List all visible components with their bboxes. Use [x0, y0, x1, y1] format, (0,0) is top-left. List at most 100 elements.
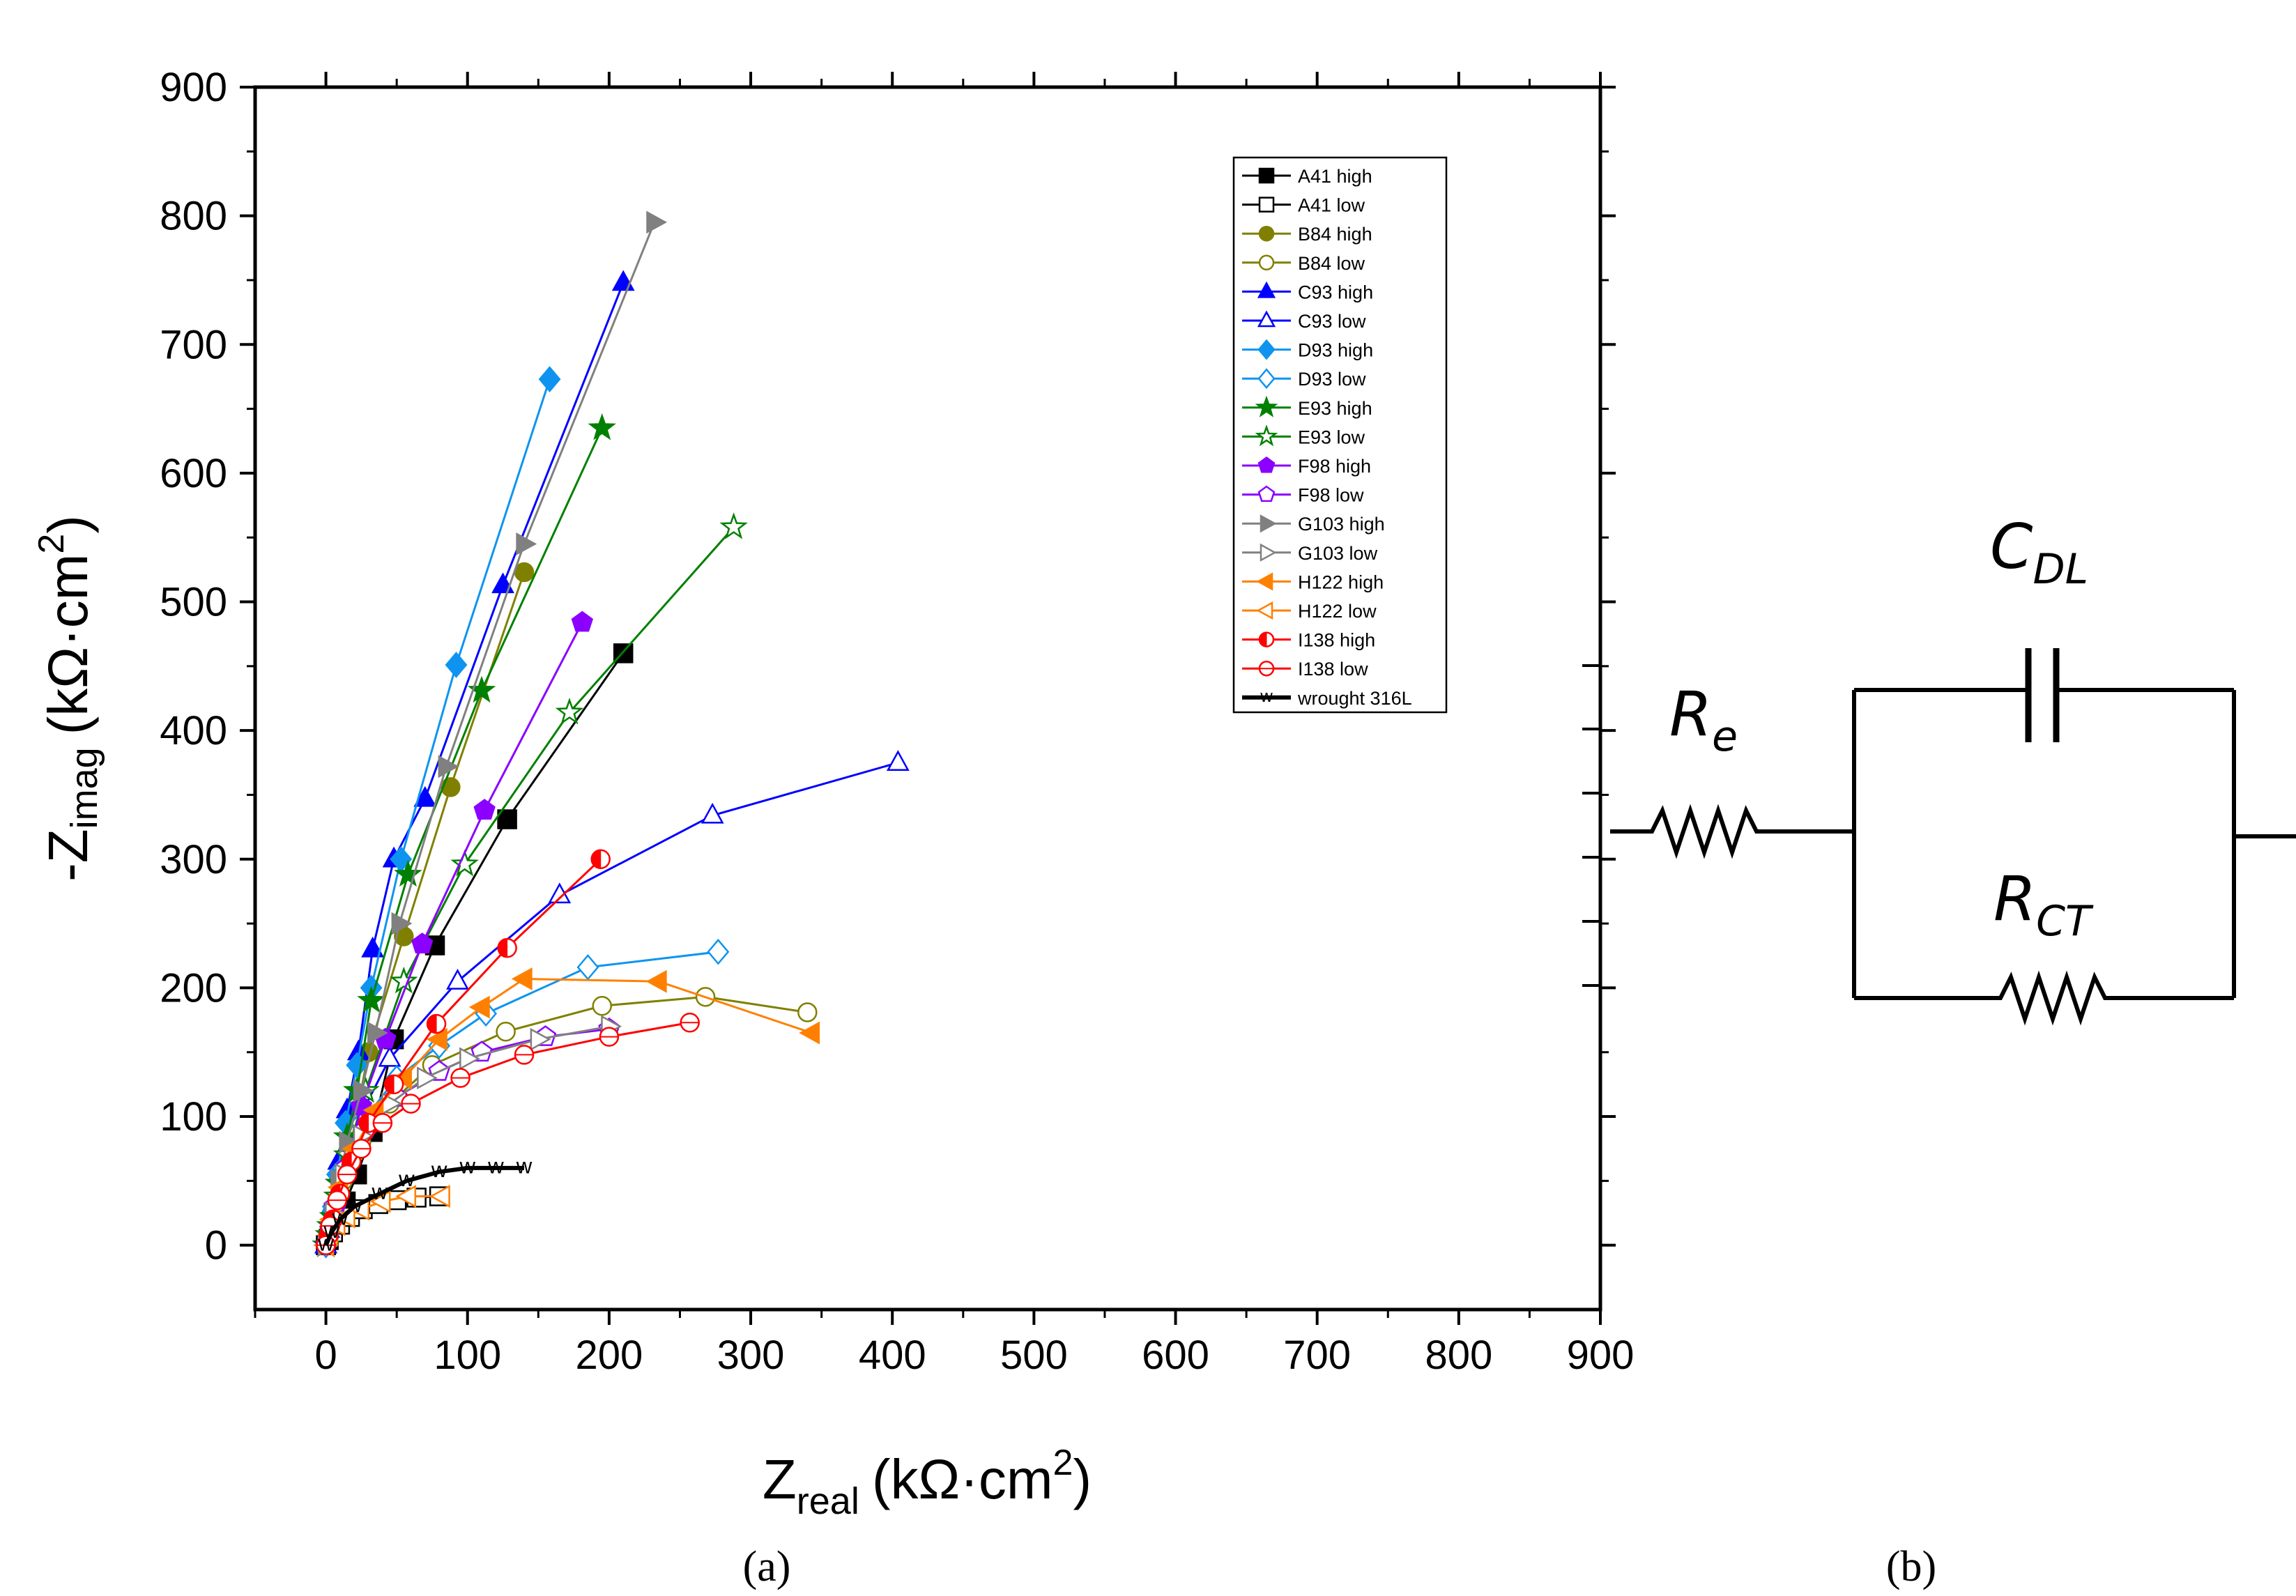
legend-item: A41 high: [1242, 166, 1372, 187]
legend-marker: [1258, 254, 1275, 271]
data-point: [446, 968, 469, 990]
x-axis-title-close: ): [1073, 1448, 1092, 1510]
series-line: [325, 282, 625, 1245]
label-re-main: R: [1669, 678, 1712, 750]
x-tick-label: 800: [1425, 1333, 1492, 1378]
data-point: [719, 512, 748, 539]
x-axis-title-sup: 2: [1053, 1443, 1073, 1483]
data-point: [514, 562, 535, 583]
nyquist-chart: 0 100 200 300 400 500 600 700 800 900 0 100 200 300 4…: [31, 65, 1634, 1590]
data-point-fill: [591, 850, 602, 869]
data-point: w: [431, 1158, 447, 1182]
data-point: [496, 1021, 516, 1042]
series-e93-low: [312, 512, 748, 1257]
data-point-fill: [427, 1014, 437, 1034]
label-rct-main: R: [1993, 863, 2036, 935]
y-tick-label: 600: [160, 451, 227, 496]
legend-marker: [1255, 395, 1278, 417]
resistor-re: [1610, 804, 1854, 859]
legend-label: wrought 316L: [1297, 688, 1412, 709]
data-point: [497, 809, 517, 829]
legend-label: E93 high: [1298, 398, 1372, 419]
series-line: [325, 222, 656, 1246]
legend-item: D93 low: [1242, 368, 1366, 390]
x-tick-label: 300: [717, 1333, 785, 1378]
data-point: [538, 366, 561, 392]
legend-label: A41 low: [1298, 195, 1365, 216]
data-point: [426, 1027, 447, 1051]
data-point: [351, 1138, 372, 1159]
data-point: [417, 1066, 438, 1090]
x-tick-label: 0: [314, 1333, 337, 1378]
x-tick-label: 400: [859, 1333, 926, 1378]
x-axis-title-sub: real: [797, 1480, 859, 1522]
legend-label: G103 low: [1298, 543, 1378, 564]
data-point: [361, 936, 385, 958]
data-point: [473, 799, 496, 820]
data-point: [590, 849, 611, 870]
legend-label: F98 low: [1298, 485, 1364, 506]
legend-marker: [1257, 281, 1276, 298]
data-point: w: [332, 1206, 349, 1230]
legend-item: H122 low: [1242, 601, 1377, 622]
legend-marker: [1256, 572, 1273, 591]
data-point: [450, 1068, 470, 1088]
label-rct-sub: CT: [2036, 897, 2094, 946]
legend-marker: [1258, 225, 1275, 242]
legend-marker: [1257, 310, 1276, 328]
legend-marker: [1255, 424, 1278, 447]
legend-label: D93 low: [1298, 369, 1366, 390]
legend-item: G103 high: [1242, 514, 1385, 535]
label-cdl-sub: DL: [2033, 545, 2088, 594]
x-axis-title: Zreal (kΩ·cm2): [763, 1443, 1092, 1522]
data-point: [390, 966, 418, 994]
legend-label: D93 high: [1298, 340, 1373, 361]
legend-marker: [1257, 339, 1276, 360]
y-tick-label: 500: [160, 580, 227, 625]
legend-label: H122 low: [1298, 601, 1377, 622]
data-point: w: [459, 1154, 475, 1179]
label-cdl-main: C: [1990, 511, 2033, 583]
data-point: w: [398, 1167, 415, 1191]
panel-b-label: (b): [1886, 1543, 1936, 1590]
data-point: [514, 1045, 535, 1065]
legend-marker: [1258, 197, 1275, 213]
legend-item: D93 high: [1242, 339, 1373, 361]
data-point-fill: [359, 1113, 369, 1133]
y-axis-title-sub: imag: [63, 747, 105, 829]
legend-item: I138 low: [1242, 659, 1368, 680]
data-point: [459, 1047, 480, 1071]
label-re-sub: e: [1712, 712, 1738, 761]
legend-marker-fill: [1259, 632, 1267, 647]
legend-label: I138 low: [1298, 659, 1368, 680]
data-point: [516, 532, 537, 555]
legend-item: B84 high: [1242, 224, 1372, 245]
data-point: [367, 1021, 388, 1045]
y-axis-title: -Zimag (kΩ·cm2): [31, 515, 105, 882]
data-point: w: [317, 1231, 334, 1255]
data-point: [337, 1164, 358, 1185]
legend-marker: [1257, 368, 1276, 390]
label-re: Re: [1669, 678, 1738, 761]
y-tick-label: 100: [160, 1094, 227, 1140]
legend-label: A41 high: [1298, 166, 1372, 187]
x-tick-label: 700: [1283, 1333, 1351, 1378]
x-tick-label: 600: [1142, 1333, 1209, 1378]
label-rct: RCT: [1993, 863, 2094, 946]
data-point: [357, 985, 385, 1013]
y-tick-label: 0: [205, 1223, 227, 1268]
data-point: [411, 933, 434, 953]
data-point: [588, 413, 616, 440]
legend-item: C93 high: [1242, 281, 1373, 302]
data-point: [645, 969, 667, 993]
legend-item: E93 low: [1242, 424, 1365, 447]
x-axis-title-unit: (kΩ·cm: [872, 1448, 1053, 1510]
legend-label: H122 high: [1298, 571, 1384, 592]
y-tick-label: 700: [160, 322, 227, 367]
legend-item: F98 low: [1242, 485, 1364, 506]
data-point: [327, 1190, 348, 1211]
legend-marker: [1257, 456, 1276, 473]
legend-item: G103 low: [1242, 543, 1378, 564]
data-point: [468, 995, 490, 1019]
